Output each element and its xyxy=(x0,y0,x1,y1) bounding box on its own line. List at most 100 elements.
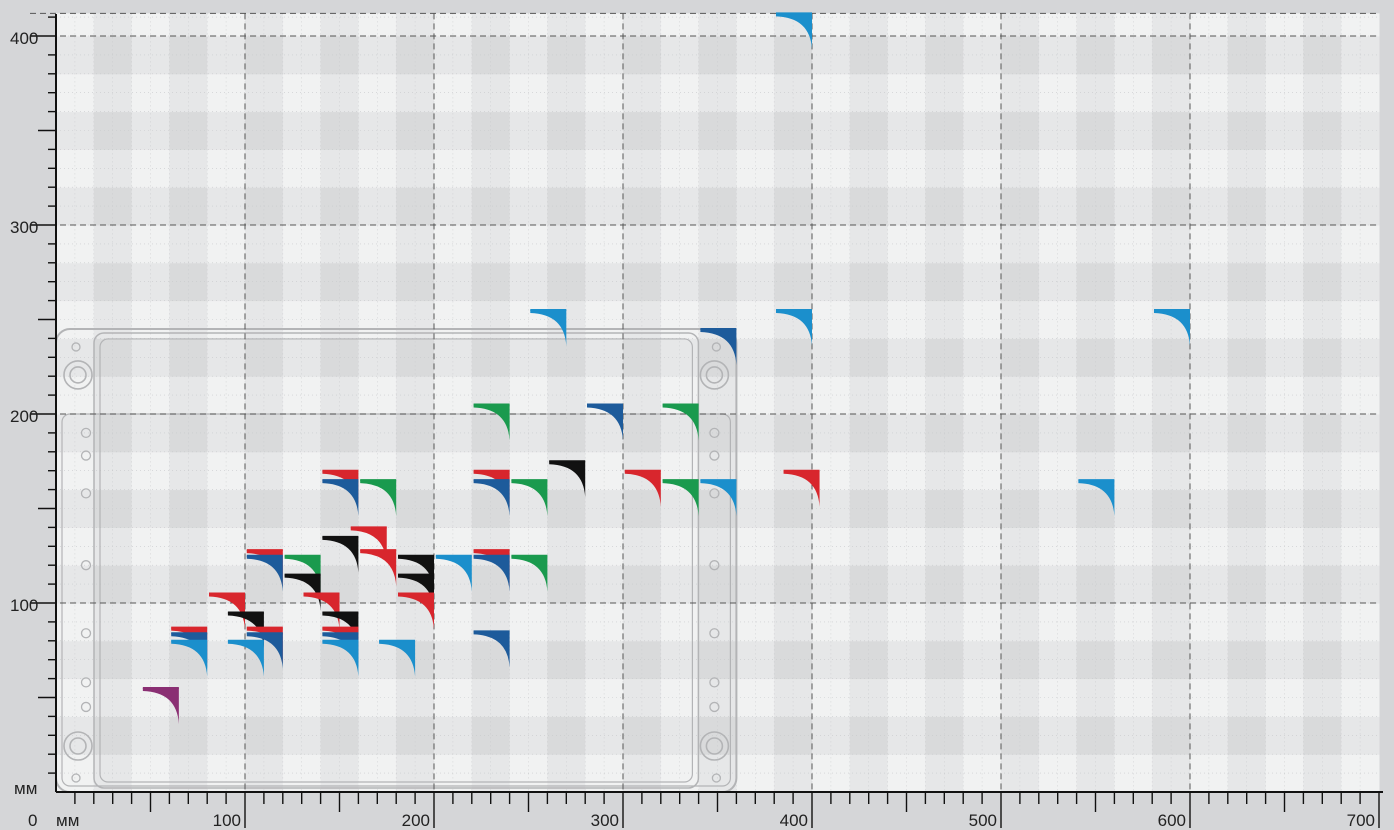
grid-cell xyxy=(547,13,586,37)
grid-cell xyxy=(320,13,359,37)
grid-cell xyxy=(131,565,170,604)
grid-cell xyxy=(1265,13,1304,37)
grid-cell xyxy=(585,13,624,37)
mounting-hole xyxy=(709,677,720,688)
grid-cell xyxy=(1303,13,1342,37)
enclosure-inner xyxy=(99,338,694,783)
grid-cell xyxy=(887,565,926,604)
grid-cell xyxy=(925,13,964,37)
grid-cell xyxy=(1038,36,1078,75)
mounting-hole xyxy=(80,628,92,639)
size-marker xyxy=(1154,310,1190,347)
grid-cell xyxy=(434,73,473,113)
x-tick-label: 500 xyxy=(969,811,997,830)
grid-cell xyxy=(547,565,586,604)
grid-cell xyxy=(1227,640,1267,680)
grid-cell xyxy=(1038,716,1078,755)
size-marker xyxy=(350,527,387,564)
grid-cell xyxy=(56,36,95,75)
grid-cell xyxy=(207,376,246,415)
size-marker xyxy=(360,550,397,587)
grid-cell xyxy=(623,13,662,37)
grid-cell xyxy=(56,149,95,188)
grid-cell xyxy=(812,225,851,264)
size-marker xyxy=(322,640,359,677)
grid-cell xyxy=(887,300,926,339)
grid-cell xyxy=(56,13,95,37)
grid-cell xyxy=(1190,300,1229,339)
grid-cell xyxy=(1190,414,1229,453)
grid-cell xyxy=(547,36,586,75)
grid-cell xyxy=(1227,716,1267,755)
size-marker xyxy=(511,555,548,592)
size-marker xyxy=(227,640,264,677)
grid-cell xyxy=(963,376,1002,415)
grid-cell xyxy=(471,716,511,755)
size-marker xyxy=(549,461,586,498)
size-marker xyxy=(284,574,321,611)
grid-cell xyxy=(1001,13,1040,37)
grid-cell xyxy=(1114,13,1153,37)
grid-cell xyxy=(1076,13,1115,37)
screw-boss xyxy=(63,731,93,761)
screw-boss xyxy=(63,360,93,390)
grid-cell xyxy=(131,36,170,75)
grid-cell xyxy=(131,716,170,755)
grid-cell xyxy=(1303,73,1342,113)
grid-cell xyxy=(774,527,813,566)
size-marker xyxy=(360,480,397,517)
grid-cell xyxy=(1038,565,1078,604)
corner-hole xyxy=(711,342,722,352)
mounting-hole xyxy=(709,488,720,499)
grid-cell xyxy=(1152,13,1191,37)
size-marker xyxy=(587,404,623,441)
mounting-hole xyxy=(709,701,720,713)
grid-cell xyxy=(660,527,700,566)
size-marker xyxy=(322,612,359,649)
grid-cell xyxy=(887,13,926,37)
grid-cell xyxy=(547,187,586,226)
grid-cell xyxy=(1227,565,1267,604)
corner-hole xyxy=(71,773,81,783)
grid-cell xyxy=(282,716,322,755)
grid-cell xyxy=(1303,565,1342,604)
grid-cell xyxy=(93,13,133,37)
size-marker xyxy=(700,328,737,365)
size-marker xyxy=(473,480,510,517)
grid-cell xyxy=(1038,300,1078,339)
mounting-hole xyxy=(709,450,720,461)
grid-cell xyxy=(131,640,170,680)
y-tick-label: 100 xyxy=(10,596,38,615)
screw-hole xyxy=(69,737,87,755)
grid-cell xyxy=(774,187,813,226)
size-marker xyxy=(227,612,264,649)
x-unit-label: мм xyxy=(56,811,79,830)
x-tick-label: 400 xyxy=(780,811,808,830)
size-marker xyxy=(776,310,812,347)
grid-cell xyxy=(660,73,700,113)
grid-cell xyxy=(1190,73,1229,113)
grid-cell xyxy=(1076,414,1115,453)
size-marker xyxy=(473,555,510,592)
grid-cell xyxy=(1190,527,1229,566)
screw-boss xyxy=(699,731,730,761)
screw-hole xyxy=(705,737,724,755)
mounting-hole xyxy=(80,488,92,499)
grid-cell xyxy=(547,414,586,453)
size-marker xyxy=(322,480,359,517)
grid-cell xyxy=(963,149,1002,188)
grid-cell xyxy=(963,300,1002,339)
grid-cell xyxy=(623,640,662,680)
size-marker xyxy=(398,593,434,630)
grid-cell xyxy=(849,13,889,37)
grid-cell xyxy=(1303,376,1342,415)
size-marker xyxy=(398,574,434,611)
grid-cell xyxy=(887,225,926,264)
grid-cell xyxy=(623,36,662,75)
grid-cell xyxy=(887,376,926,415)
grid-cell xyxy=(660,13,700,37)
size-marker xyxy=(284,555,321,592)
size-marker xyxy=(171,640,208,677)
size-marker xyxy=(379,640,416,677)
x-tick-label: 700 xyxy=(1347,811,1375,830)
